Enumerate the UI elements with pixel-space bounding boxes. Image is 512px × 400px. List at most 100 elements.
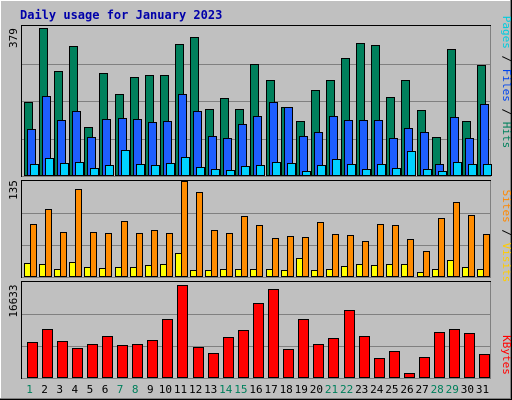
x-tick-label: 2 (41, 383, 48, 396)
x-tick-label: 26 (400, 383, 413, 396)
sites-bar (121, 221, 128, 277)
pages-bar (332, 159, 341, 176)
sites-bar (105, 233, 112, 277)
panel-1-bars (24, 28, 492, 176)
kbytes-bar (479, 354, 490, 378)
sites-bar (317, 222, 324, 277)
pages-bar (136, 164, 145, 176)
kbytes-bar (72, 348, 83, 378)
pages-bar (166, 163, 175, 176)
pages-bar (483, 164, 492, 176)
sites-bar (166, 233, 173, 277)
kbytes-bar (42, 329, 53, 378)
panel-3-bars (27, 285, 490, 378)
x-tick-label: 5 (87, 383, 94, 396)
kbytes-bar (434, 332, 445, 378)
files-bar (299, 136, 308, 176)
sites-bar (60, 232, 67, 277)
panel-3-max-label: 16633 (7, 284, 20, 317)
pages-bar (377, 164, 386, 176)
panel-3-legend: KBytes (500, 335, 512, 375)
kbytes-bar (298, 319, 309, 378)
kbytes-bar (223, 337, 234, 378)
kbytes-bar (253, 303, 264, 378)
sites-bar (45, 209, 52, 277)
pages-bar (181, 157, 190, 176)
x-tick-label: 25 (385, 383, 398, 396)
x-tick-label: 31 (476, 383, 489, 396)
x-tick-label: 12 (189, 383, 202, 396)
sites-bar (241, 216, 248, 277)
kbytes-bar (147, 340, 158, 378)
sites-bar (272, 238, 279, 277)
x-tick-label: 24 (370, 383, 384, 396)
sites-bar (136, 233, 143, 277)
kbytes-bar (238, 330, 249, 378)
x-tick-label: 11 (174, 383, 187, 396)
pages-bar (438, 171, 447, 176)
x-tick-label: 10 (159, 383, 172, 396)
sites-bar (302, 237, 309, 277)
pages-bar (423, 169, 432, 176)
x-tick-label: 6 (102, 383, 109, 396)
sites-bar (226, 233, 233, 277)
pages-bar (362, 169, 371, 176)
sites-bar (196, 192, 203, 277)
kbytes-bar (208, 353, 219, 378)
x-tick-label: 16 (249, 383, 262, 396)
kbytes-bar (313, 344, 324, 378)
sites-bar (151, 230, 158, 277)
pages-bar (75, 162, 84, 176)
sites-bar (332, 234, 339, 277)
kbytes-bar (419, 357, 430, 378)
kbytes-bar (449, 329, 460, 378)
sites-bar (90, 232, 97, 277)
kbytes-bar (359, 336, 370, 378)
kbytes-bar (268, 289, 279, 378)
pages-bar (392, 168, 401, 176)
sites-bar (468, 215, 475, 277)
legend-pages: Pages (500, 16, 512, 49)
pages-bar (226, 170, 235, 176)
sites-bar (407, 239, 414, 277)
x-tick-label: 22 (340, 383, 353, 396)
sites-bar (423, 251, 430, 277)
kbytes-bar (464, 333, 475, 378)
x-tick-label: 30 (461, 383, 474, 396)
kbytes-bar (344, 310, 355, 378)
kbytes-bar (177, 285, 188, 378)
kbytes-bar (283, 349, 294, 378)
pages-bar (151, 165, 160, 176)
x-axis-day-labels: 1 2 3 4 5 6 7 8 9 10 11 12 13 14 15 16 17 18 19 20 21 22 23 24 2… (26, 383, 489, 396)
pages-bar (241, 166, 250, 176)
x-tick-label: 19 (295, 383, 308, 396)
pages-bar (211, 169, 220, 176)
legend-separator: / (500, 223, 512, 243)
x-tick-label: 8 (132, 383, 139, 396)
sites-bar (453, 202, 460, 277)
x-tick-label: 1 (26, 383, 33, 396)
sites-bar (211, 230, 218, 277)
x-tick-label: 18 (280, 383, 293, 396)
x-tick-label: 29 (446, 383, 459, 396)
kbytes-bar (328, 338, 339, 378)
pages-bar (317, 165, 326, 176)
x-tick-label: 27 (415, 383, 428, 396)
kbytes-bar (117, 345, 128, 378)
pages-bar (468, 164, 477, 176)
pages-bar (60, 163, 69, 176)
kbytes-bar (87, 344, 98, 378)
sites-bar (362, 241, 369, 277)
files-bar (193, 111, 202, 176)
sites-bar (392, 225, 399, 277)
legend-visits: Visits (500, 243, 512, 283)
sites-bar (377, 224, 384, 277)
x-tick-label: 21 (325, 383, 338, 396)
pages-bar (45, 158, 54, 176)
panel-2-max-label: 135 (7, 180, 20, 200)
x-tick-label: 15 (234, 383, 247, 396)
sites-bar (347, 235, 354, 277)
pages-bar (347, 164, 356, 176)
pages-bar (30, 164, 39, 176)
files-bar (359, 120, 368, 176)
